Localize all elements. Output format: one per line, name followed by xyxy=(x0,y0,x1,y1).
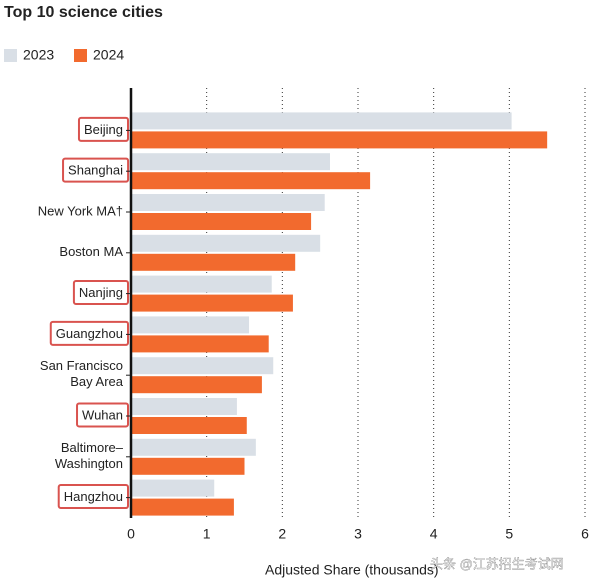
bar xyxy=(131,316,250,334)
watermark: 头条 @江苏招生考试网 xyxy=(430,556,564,571)
y-tick-label: Wuhan xyxy=(82,407,123,422)
y-tick-label: Guangzhou xyxy=(56,326,123,341)
bar xyxy=(131,294,293,312)
bar xyxy=(131,234,321,252)
y-tick-label: Hangzhou xyxy=(64,489,123,504)
label-highlight xyxy=(76,402,129,428)
bar xyxy=(131,457,245,475)
legend-label: 2024 xyxy=(93,47,124,63)
legend-swatch xyxy=(4,49,17,62)
bar xyxy=(131,398,237,415)
bar xyxy=(131,335,269,353)
bar xyxy=(131,275,272,293)
bar xyxy=(131,357,274,375)
chart-title: Top 10 science cities xyxy=(4,4,163,21)
legend-label: 2023 xyxy=(23,47,54,63)
label-highlight xyxy=(72,280,129,306)
bar xyxy=(131,194,325,211)
x-tick-label: 2 xyxy=(278,526,286,542)
bar xyxy=(131,112,512,130)
x-tick-label: 1 xyxy=(203,526,211,542)
bar xyxy=(131,498,234,516)
bar xyxy=(131,479,215,497)
label-highlight xyxy=(77,116,129,142)
bar xyxy=(131,376,262,394)
y-tick-label: Baltimore– Washington xyxy=(55,440,124,471)
bar xyxy=(131,253,296,271)
x-tick-label: 4 xyxy=(430,526,438,542)
label-highlight xyxy=(62,157,130,183)
label-highlight xyxy=(57,484,129,510)
y-tick-label: San Francisco Bay Area xyxy=(40,359,124,390)
bar xyxy=(131,417,247,434)
y-tick-label: Shanghai xyxy=(68,163,123,178)
bar xyxy=(131,213,312,230)
y-tick-label: Boston MA xyxy=(59,244,123,259)
x-tick-label: 0 xyxy=(127,526,135,542)
legend-swatch xyxy=(74,49,87,62)
x-tick-label: 6 xyxy=(581,526,589,542)
y-tick-label: New York MA† xyxy=(38,203,123,218)
bar xyxy=(131,438,256,456)
x-tick-label: 5 xyxy=(505,526,513,542)
label-highlight xyxy=(49,320,129,346)
y-tick-label: Beijing xyxy=(84,122,123,137)
bar xyxy=(131,153,331,171)
bar xyxy=(131,131,548,149)
bar xyxy=(131,172,371,190)
x-tick-label: 3 xyxy=(354,526,362,542)
x-axis-label: Adjusted Share (thousands) xyxy=(265,562,439,578)
y-tick-label: Nanjing xyxy=(79,285,123,300)
